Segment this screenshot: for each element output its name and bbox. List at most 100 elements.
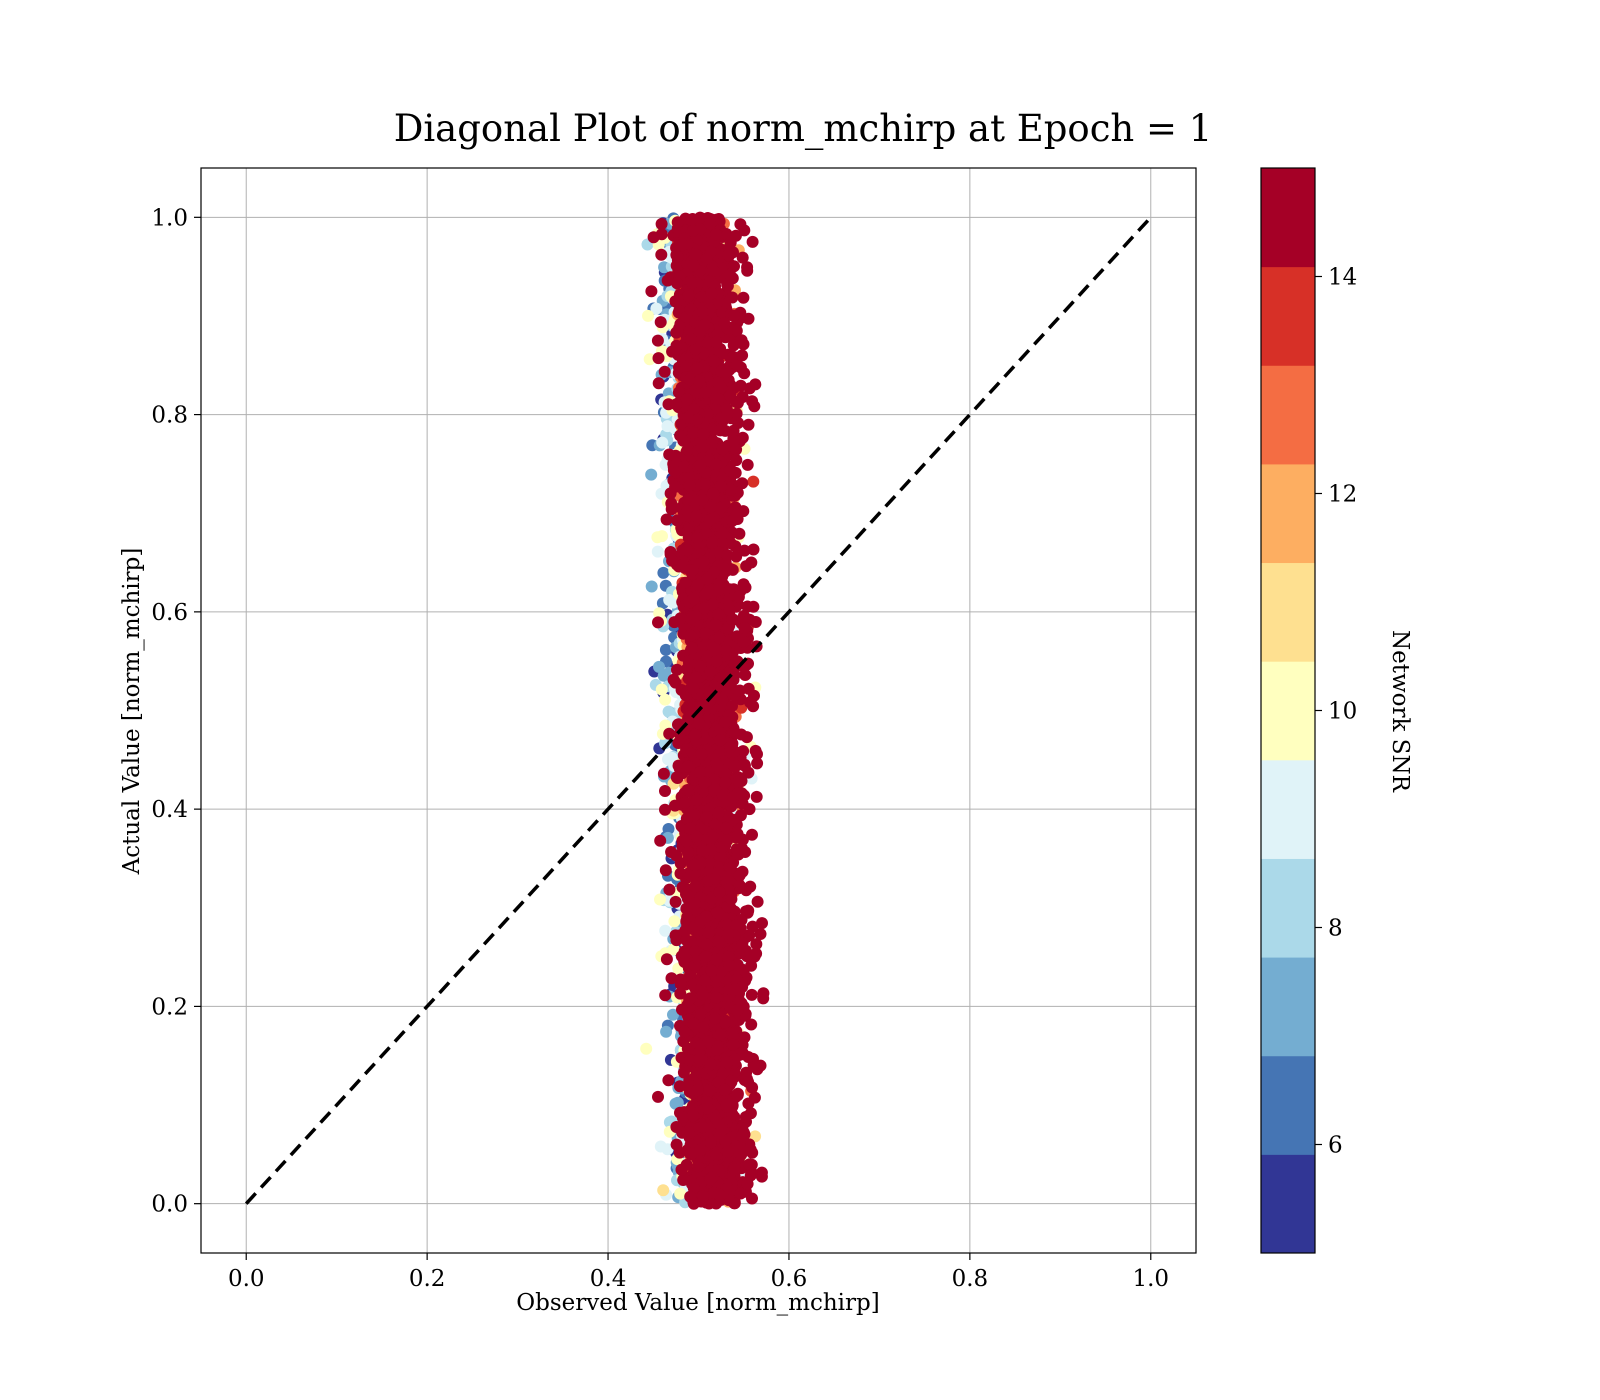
scatter-point [741, 261, 754, 274]
scatter-point [739, 669, 752, 681]
scatter-point [695, 1008, 708, 1020]
scatter-point [733, 527, 746, 540]
scatter-point [757, 992, 770, 1005]
scatter-point [660, 953, 673, 966]
scatter-point [728, 309, 741, 322]
scatter-point [671, 277, 684, 290]
scatter-point [674, 987, 687, 1000]
scatter-point [676, 1111, 689, 1124]
scatter-point [734, 218, 747, 231]
scatter-point [683, 373, 696, 386]
scatter-point [652, 616, 664, 629]
scatter-point [691, 362, 704, 375]
scatter-point [669, 480, 682, 493]
scatter-point [739, 1111, 752, 1123]
scatter-point [716, 536, 729, 549]
scatter-point [726, 700, 738, 712]
scatter-point [701, 408, 714, 421]
scatter-point [747, 543, 760, 556]
scatter-point [742, 682, 755, 695]
scatter-point [661, 274, 674, 287]
scatter-point [640, 1042, 653, 1055]
scatter-point [730, 550, 743, 563]
scatter-point [687, 224, 699, 237]
scatter-point [657, 1184, 670, 1197]
scatter-point [669, 799, 681, 812]
scatter-point [659, 785, 671, 797]
scatter-point [685, 213, 698, 226]
scatter-point [679, 796, 691, 809]
scatter-point [732, 775, 745, 788]
scatter-point [699, 950, 712, 963]
scatter-point [657, 767, 670, 780]
scatter-point [746, 1081, 759, 1094]
scatter-point [715, 965, 728, 978]
scatter-point [667, 1008, 679, 1021]
scatter-point [660, 513, 673, 526]
scatter-point [674, 612, 687, 625]
scatter-point [735, 842, 748, 855]
scatter-point [755, 1170, 768, 1183]
scatter-point [671, 663, 683, 676]
scatter-point [673, 1146, 686, 1159]
scatter-point [712, 546, 725, 559]
scatter-point [737, 745, 750, 758]
scatter-point [663, 727, 676, 740]
scatter-point [742, 1097, 755, 1110]
scatter-point [693, 374, 706, 387]
scatter-point [656, 530, 668, 543]
scatter-point [645, 285, 658, 298]
scatter-point [730, 407, 743, 420]
scatter-point [655, 248, 668, 261]
scatter-point [650, 302, 663, 315]
scatter-point [669, 929, 682, 942]
scatter-point [720, 644, 733, 657]
scatter-point [710, 1149, 723, 1161]
scatter-point [686, 277, 699, 290]
scatter-point [669, 895, 682, 908]
scatter-point [742, 418, 755, 431]
scatter-point [676, 1003, 688, 1016]
scatter-point [740, 560, 753, 573]
scatter-point [710, 991, 723, 1004]
scatter-point [746, 235, 759, 248]
scatter-point [717, 527, 729, 540]
scatter-point [687, 1017, 700, 1030]
scatter-point [654, 834, 667, 847]
scatter-point [745, 1018, 758, 1031]
scatter-point [703, 1084, 716, 1097]
scatter-point [701, 336, 714, 349]
scatter-point [724, 483, 737, 496]
scatter-point [651, 545, 664, 558]
scatter-point [733, 994, 745, 1007]
scatter-point [720, 822, 733, 835]
scatter-point [724, 741, 737, 754]
scatter-point [704, 1058, 717, 1071]
scatter-point [743, 382, 756, 395]
scatter-point [744, 1143, 757, 1156]
scatter-point [655, 218, 668, 230]
scatter-point [661, 420, 674, 433]
scatter-point [727, 1029, 739, 1042]
scatter-point [670, 771, 683, 784]
scatter-point [746, 1192, 758, 1205]
scatter-point [744, 880, 757, 893]
scatter-point [652, 377, 665, 390]
scatter-point [654, 1140, 667, 1153]
scatter-point [736, 251, 749, 264]
scatter-point [663, 883, 676, 896]
scatter-point [737, 578, 750, 591]
scatter-point [733, 869, 746, 882]
scatter-point [718, 317, 731, 330]
scatter-point [659, 643, 672, 656]
scatter-points [640, 211, 770, 1210]
scatter-point [728, 760, 740, 773]
scatter-point [721, 918, 734, 931]
scatter-point [642, 309, 654, 322]
scatter-point [756, 917, 768, 930]
scatter-point [747, 475, 760, 488]
scatter-point [660, 1025, 673, 1038]
scatter-point [653, 660, 665, 673]
scatter-point [725, 1075, 738, 1088]
scatter-point [703, 856, 715, 869]
